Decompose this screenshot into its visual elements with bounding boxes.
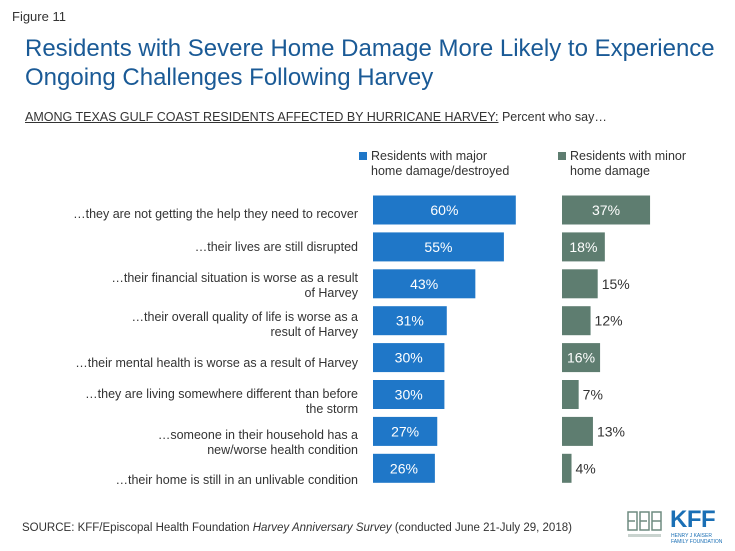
bar-minor-6 bbox=[562, 380, 579, 409]
data-label-minor-8: 4% bbox=[576, 460, 596, 476]
chart-subtitle: AMONG TEXAS GULF COAST RESIDENTS AFFECTE… bbox=[25, 110, 607, 124]
bar-minor-1 bbox=[562, 195, 651, 225]
source-note: SOURCE: KFF/Episcopal Health Foundation … bbox=[22, 522, 572, 534]
data-label-major-7: 27% bbox=[391, 423, 419, 439]
source-suffix: (conducted June 21-July 29, 2018) bbox=[391, 522, 572, 534]
figure-label: Figure 11 bbox=[12, 9, 66, 24]
bar-minor-4 bbox=[562, 306, 591, 336]
legend-swatch-major bbox=[359, 152, 367, 160]
subtitle-rest: Percent who say… bbox=[498, 110, 607, 124]
bar-major-2 bbox=[373, 232, 504, 262]
kff-logo-text: KFF bbox=[670, 506, 716, 533]
data-label-major-2: 55% bbox=[424, 239, 452, 255]
bar-major-3 bbox=[373, 269, 476, 299]
data-label-major-6: 30% bbox=[395, 387, 423, 403]
bar-minor-5 bbox=[562, 343, 601, 373]
bar-minor-2 bbox=[562, 232, 605, 262]
category-label-4: …their overall quality of life is worse … bbox=[131, 310, 358, 339]
category-label-7: …someone in their household has a new/wor… bbox=[157, 428, 358, 457]
kff-logo-subtext: HENRY J KAISER FAMILY FOUNDATION bbox=[671, 533, 723, 545]
data-label-minor-4: 12% bbox=[595, 313, 623, 329]
legend-label-major: Residents with major home damage/destroye… bbox=[371, 149, 510, 178]
legend-item-minor: Residents with minor home damage bbox=[558, 149, 718, 181]
data-label-major-3: 43% bbox=[410, 276, 438, 292]
bar-major-1 bbox=[373, 195, 516, 225]
data-label-major-5: 30% bbox=[395, 350, 423, 366]
category-label-8: …their home is still in an unlivable con… bbox=[115, 473, 359, 487]
ehf-logo bbox=[627, 510, 663, 540]
data-label-minor-1: 37% bbox=[592, 202, 620, 218]
data-label-minor-3: 15% bbox=[602, 276, 630, 292]
data-label-major-1: 60% bbox=[430, 202, 458, 218]
bar-major-6 bbox=[373, 380, 445, 409]
chart-title: Residents with Severe Home Damage More L… bbox=[25, 35, 715, 91]
source-survey-name: Harvey Anniversary Survey bbox=[252, 522, 392, 534]
legend-item-major: Residents with major home damage/destroye… bbox=[359, 149, 539, 181]
category-label-6: …they are living somewhere different tha… bbox=[85, 387, 358, 416]
category-label-2: …their lives are still disrupted bbox=[194, 240, 358, 254]
data-label-minor-5: 16% bbox=[567, 350, 595, 366]
source-prefix: SOURCE: KFF/Episcopal Health Foundation bbox=[22, 522, 253, 534]
data-label-minor-2: 18% bbox=[569, 239, 597, 255]
bar-minor-8 bbox=[562, 453, 572, 483]
category-label-1: …they are not getting the help they need… bbox=[73, 207, 358, 221]
bar-major-4 bbox=[373, 306, 447, 336]
bar-minor-3 bbox=[562, 269, 598, 299]
subtitle-underlined: AMONG TEXAS GULF COAST RESIDENTS AFFECTE… bbox=[25, 110, 499, 124]
kff-logo: KFF HENRY J KAISER FAMILY FOUNDATION bbox=[670, 506, 730, 545]
data-label-minor-7: 13% bbox=[597, 423, 625, 439]
bar-major-8 bbox=[373, 453, 435, 483]
data-label-major-8: 26% bbox=[390, 460, 418, 476]
category-label-3: …their financial situation is worse as a… bbox=[111, 271, 358, 300]
data-label-minor-6: 7% bbox=[583, 387, 603, 403]
kff-sub-1: HENRY J KAISER bbox=[671, 533, 712, 539]
bar-major-5 bbox=[373, 343, 445, 373]
legend-swatch-minor bbox=[558, 152, 566, 160]
category-label-5: …their mental health is worse as a resul… bbox=[75, 356, 358, 370]
legend-label-minor: Residents with minor home damage bbox=[570, 149, 687, 178]
data-label-major-4: 31% bbox=[396, 313, 424, 329]
kff-sub-2: FAMILY FOUNDATION bbox=[671, 538, 723, 545]
bar-minor-7 bbox=[562, 416, 593, 446]
bar-major-7 bbox=[373, 416, 438, 446]
